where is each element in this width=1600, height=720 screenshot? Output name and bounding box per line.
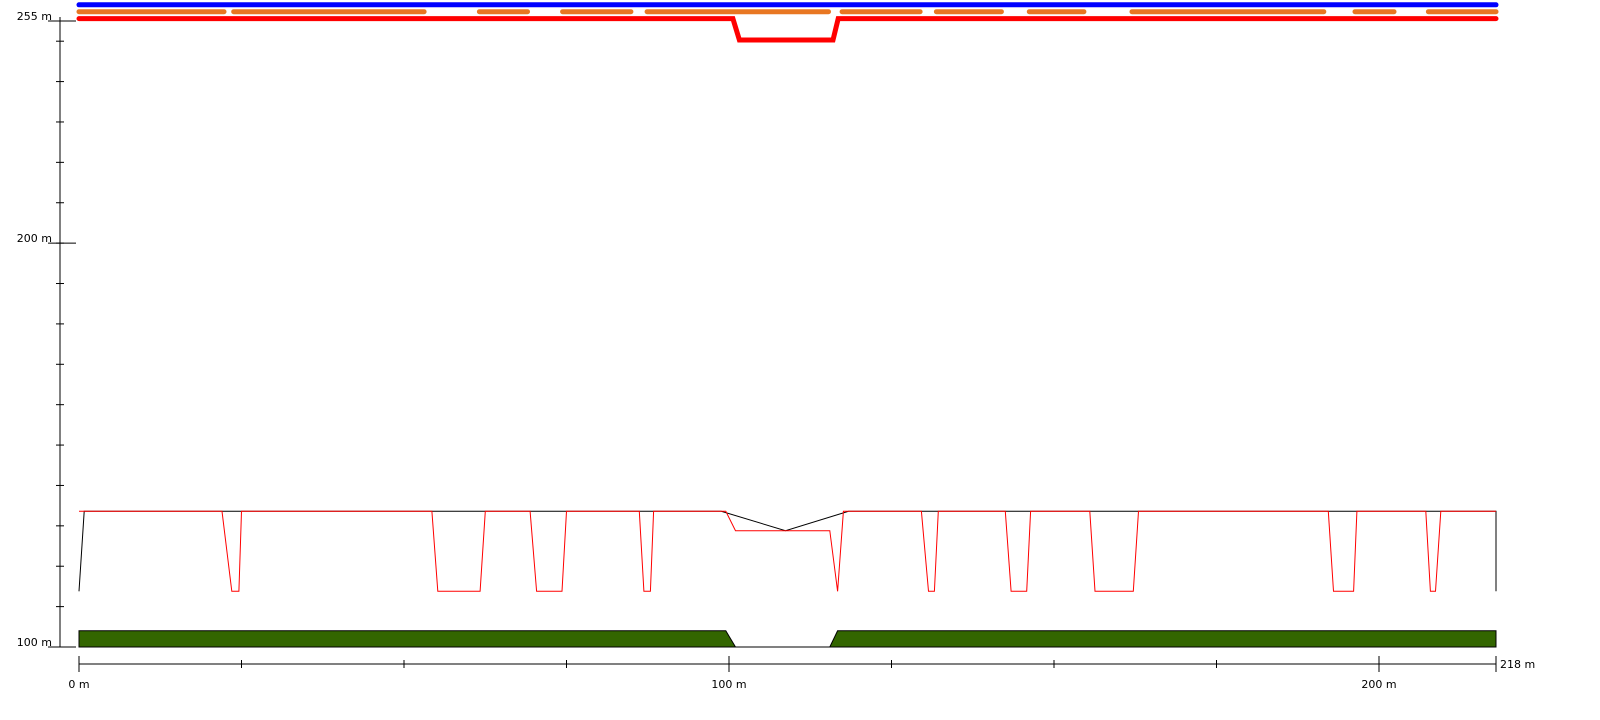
x-tick-label: 100 m xyxy=(711,678,746,691)
y-tick-label: 255 m xyxy=(17,10,52,23)
y-tick-label: 100 m xyxy=(17,636,52,649)
series-4-line xyxy=(79,510,1496,592)
chart-marks xyxy=(76,2,1499,648)
y-tick-label: 200 m xyxy=(17,232,52,245)
chart-axes: 100 m 200 m 255 m 0 m 100 m 200 m 218 m xyxy=(17,10,1535,691)
x-tick-label: 0 m xyxy=(68,678,89,691)
x-tick-label: 218 m xyxy=(1500,658,1535,671)
series-2-line xyxy=(76,16,1499,43)
series-3-line xyxy=(78,510,1497,592)
ground-area-5 xyxy=(78,630,1497,648)
x-tick-label: 200 m xyxy=(1361,678,1396,691)
